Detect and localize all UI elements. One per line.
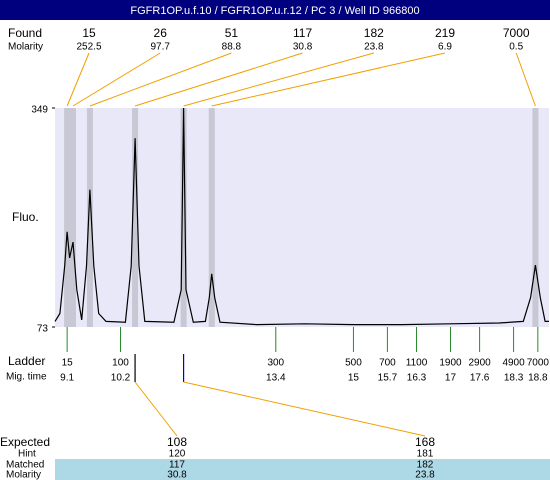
hint-label: Hint [18, 449, 36, 460]
expected-value: 168 [415, 435, 435, 449]
found-size: 15 [82, 26, 96, 40]
trace [54, 107, 549, 326]
molarity-label-bottom: Molarity [6, 470, 41, 480]
ladder-size: 300 [267, 358, 284, 369]
found-size: 7000 [503, 26, 530, 40]
ladder-time: 15 [348, 373, 360, 384]
found-molarity: 0.5 [509, 42, 523, 53]
found-size: 51 [225, 26, 239, 40]
ladder-time: 18.3 [504, 373, 524, 384]
y-tick-label: 73 [37, 324, 49, 335]
title-bar [0, 0, 550, 20]
ladder-time: 10.2 [111, 373, 131, 384]
hint-value: 120 [169, 449, 186, 460]
ladder-time: 15.7 [378, 373, 398, 384]
ladder-time: 17.6 [470, 373, 490, 384]
peak-band [86, 108, 93, 327]
expected-value: 108 [167, 435, 187, 449]
peak-connector [134, 52, 303, 107]
expected-label: Expected [0, 435, 50, 449]
expected-connector [183, 381, 426, 437]
ladder-size: 4900 [502, 358, 525, 369]
ladder-label: Ladder [8, 354, 45, 368]
ladder-time: 18.8 [528, 373, 548, 384]
molarity-value: 30.8 [167, 470, 187, 480]
peak-connector [183, 52, 374, 107]
ladder-size: 1900 [439, 358, 462, 369]
found-molarity: 30.8 [293, 42, 313, 53]
hint-value: 181 [417, 449, 434, 460]
molarity-value: 23.8 [415, 470, 435, 480]
plot-area [55, 108, 549, 327]
peak-band [532, 108, 539, 327]
found-size: 117 [293, 26, 312, 40]
found-size: 182 [364, 26, 384, 40]
ladder-size: 7000 [527, 358, 550, 369]
found-molarity: 97.7 [150, 42, 170, 53]
peak-connector [72, 52, 161, 107]
found-size: 26 [154, 26, 168, 40]
peak-connector [89, 52, 232, 107]
ladder-size: 1100 [406, 358, 428, 369]
matched-band [55, 459, 550, 480]
found-molarity: 252.5 [76, 42, 101, 53]
molarity-label: Molarity [8, 42, 43, 53]
ladder-size: 2900 [468, 358, 491, 369]
peak-connector [515, 52, 536, 107]
expected-connector [134, 381, 178, 437]
y-tick-label: 349 [31, 105, 48, 116]
peak-band [208, 108, 215, 327]
peak-connector [66, 52, 90, 107]
ladder-time: 16.3 [407, 373, 427, 384]
found-molarity: 88.8 [222, 42, 242, 53]
ladder-time: 17 [445, 373, 457, 384]
found-label: Found [8, 26, 42, 40]
ladder-time: 13.4 [266, 373, 286, 384]
peak-band [69, 108, 76, 327]
peak-band [180, 108, 187, 327]
mig-time-label: Mig. time [6, 372, 47, 383]
matched-label: Matched [6, 460, 44, 471]
y-axis-label: Fluo. [12, 210, 39, 224]
found-molarity: 23.8 [364, 42, 384, 53]
ladder-size: 500 [345, 358, 362, 369]
ladder-time: 9.1 [60, 373, 74, 384]
ladder-size: 100 [112, 358, 129, 369]
found-size: 219 [435, 26, 455, 40]
title: FGFR1OP.u.f.10 / FGFR1OP.u.r.12 / PC 3 /… [130, 5, 419, 17]
found-molarity: 6.9 [438, 42, 452, 53]
peak-band [64, 108, 71, 327]
ladder-size: 700 [379, 358, 396, 369]
ladder-size: 15 [62, 358, 74, 369]
peak-connector [211, 52, 446, 107]
matched-value: 182 [417, 460, 434, 471]
peak-band [132, 108, 139, 327]
matched-value: 117 [169, 460, 185, 471]
